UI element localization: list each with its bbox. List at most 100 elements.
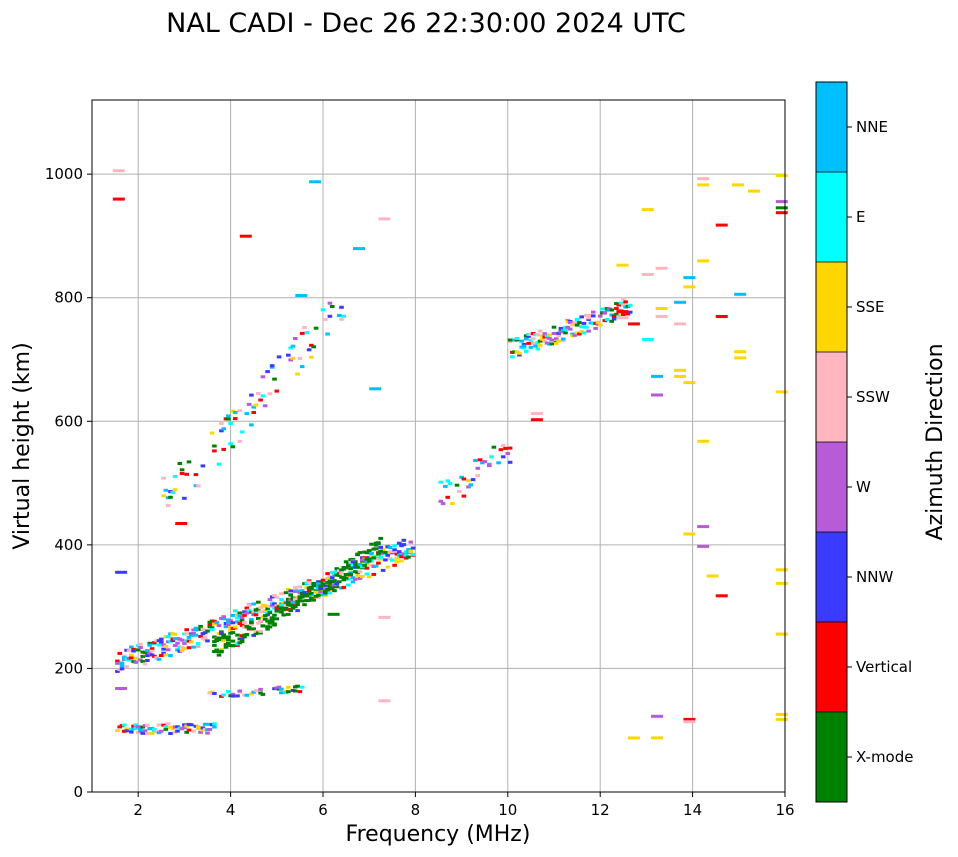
echo-point [283,607,289,610]
echo-point [221,427,226,431]
echo-point [320,578,326,582]
echo-point [161,647,166,651]
echo-point [133,723,139,727]
echo-point [325,580,330,584]
echo-point [373,543,379,547]
echo-point [161,651,166,655]
echo-point [279,603,284,607]
echo-point [383,558,388,562]
echo-point [574,317,580,321]
echo-point [191,645,196,649]
echo-point [477,458,483,462]
echo-point [334,573,340,577]
echo-point [609,313,614,317]
echo-point [339,305,344,309]
echo-point [556,333,561,337]
echo-point [283,591,289,595]
echo-point [191,729,196,733]
echo-point [274,617,280,621]
echo-point [651,374,663,378]
echo-point [286,612,291,616]
echo-point [239,616,245,620]
echo-point [244,633,250,637]
colorbar-segment [816,352,847,442]
echo-point [295,600,300,604]
echo-point [126,658,132,662]
echo-point [401,552,407,556]
echo-point [329,305,335,308]
echo-point [251,627,256,631]
echo-point [572,333,578,337]
echo-point [223,625,229,629]
echo-point [138,727,143,731]
echo-point [401,538,407,542]
echo-point [279,592,284,596]
echo-point [299,599,305,603]
echo-point [655,307,668,310]
echo-point [265,607,270,611]
echo-point [152,641,157,645]
echo-point [320,582,326,586]
echo-point [165,504,171,508]
echo-point [290,344,296,348]
echo-point [195,484,201,488]
echo-point [235,643,240,647]
echo-point [219,429,224,433]
echo-point [184,628,189,632]
echo-point [265,627,270,631]
echo-point [616,316,629,320]
echo-point [226,638,231,641]
echo-point [230,694,236,698]
echo-point [641,337,654,341]
echo-point [293,597,298,601]
echo-point [265,370,270,374]
echo-point [205,629,210,633]
echo-point [542,339,548,343]
echo-point [609,319,614,323]
echo-point [293,337,298,340]
echo-point [410,546,416,550]
echo-point [295,609,300,613]
echo-point [159,637,164,641]
echo-point [378,699,391,703]
echo-point [734,356,747,360]
echo-point [378,555,383,559]
echo-point [625,304,631,308]
echo-point [172,488,178,492]
echo-point [276,685,282,689]
echo-point [239,623,245,627]
echo-point [306,592,312,596]
echo-point [228,442,233,446]
echo-point [586,329,591,333]
echo-point [265,617,270,621]
echo-point [115,570,128,574]
echo-point [189,633,194,637]
echo-point [731,183,744,187]
echo-point [230,621,236,625]
echo-point [410,552,416,556]
echo-point [258,629,263,633]
x-tick-label: 16 [775,801,794,819]
echo-point [563,328,568,331]
echo-point [274,609,280,613]
echo-point [299,685,305,689]
echo-point [200,464,206,468]
echo-point [457,489,462,493]
echo-point [138,646,143,649]
echo-point [221,693,226,697]
echo-point [272,594,277,597]
echo-point [350,557,356,561]
echo-point [149,649,155,653]
echo-point [343,576,349,580]
echo-point [272,623,277,627]
echo-point [775,717,788,721]
echo-point [286,600,291,604]
colorbar-tick-label: X-mode [856,748,913,766]
echo-point [251,633,256,637]
echo-point [507,446,513,450]
echo-point [577,321,582,325]
echo-point [309,587,314,591]
echo-point [376,561,381,565]
echo-point [145,723,150,727]
